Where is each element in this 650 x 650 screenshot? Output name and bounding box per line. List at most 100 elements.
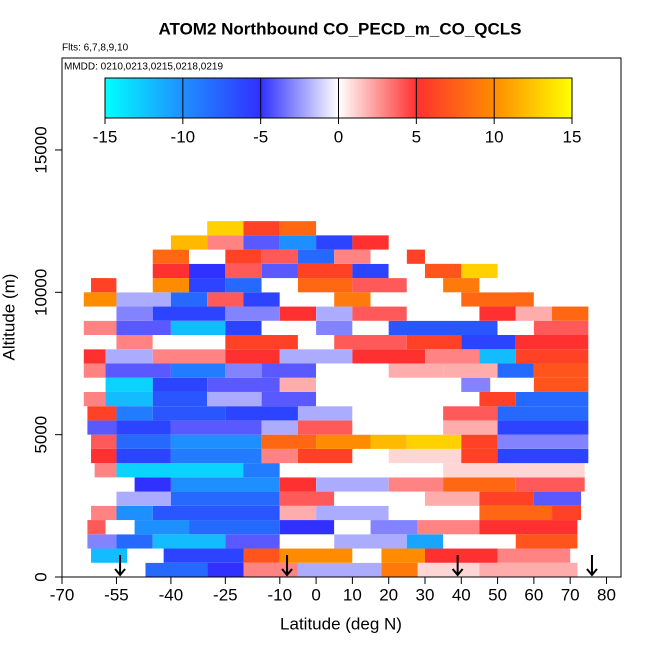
curtain-cell xyxy=(152,377,208,392)
curtain-cell xyxy=(170,420,262,435)
curtain-cell xyxy=(497,320,534,336)
curtain-cell xyxy=(279,477,317,492)
curtain-cell xyxy=(243,463,280,478)
curtain-cell xyxy=(243,235,280,250)
curtain-cell xyxy=(479,391,516,407)
curtain-cell xyxy=(116,406,153,421)
y-tick-label: 0 xyxy=(31,572,50,581)
curtain-cell xyxy=(207,221,244,236)
curtain-cell xyxy=(370,292,462,307)
curtain-cell xyxy=(170,363,226,378)
curtain-cell xyxy=(352,548,382,563)
curtain-cell xyxy=(297,420,353,435)
curtain-cell xyxy=(316,377,462,392)
curtain-cell xyxy=(279,221,317,236)
curtain-cell xyxy=(261,278,298,293)
x-tick-label: 30 xyxy=(416,585,435,604)
curtain-cell xyxy=(406,249,425,264)
curtain-cell xyxy=(497,420,589,435)
curtain-cell xyxy=(87,420,117,435)
curtain-cell xyxy=(497,363,534,378)
curtain-cell xyxy=(316,477,389,492)
curtain-cell xyxy=(225,349,280,364)
curtain-cell xyxy=(243,221,280,236)
curtain-cell xyxy=(189,520,280,535)
x-tick-label: -10 xyxy=(268,585,293,604)
curtain-cell xyxy=(316,363,389,378)
curtain-cell xyxy=(105,263,153,279)
curtain-cell xyxy=(170,292,208,307)
curtain-cell xyxy=(297,335,335,350)
curtain-cell xyxy=(279,292,335,307)
curtain-cell xyxy=(406,306,480,321)
x-tick-label: -70 xyxy=(50,585,75,604)
curtain-cell xyxy=(352,235,389,250)
colorbar-tick-label: 5 xyxy=(412,127,421,146)
curtain-cell xyxy=(225,263,262,279)
curtain-cell xyxy=(381,548,425,563)
curtain-cell xyxy=(533,292,553,307)
curtain-cell xyxy=(479,520,578,535)
curtain-cell xyxy=(461,335,516,350)
curtain-cell xyxy=(406,534,444,549)
curtain-cell xyxy=(243,562,298,577)
curtain-cell xyxy=(91,448,117,464)
curtain-cell xyxy=(261,363,317,378)
x-tick-label: 20 xyxy=(379,585,398,604)
curtain-cell xyxy=(461,263,498,279)
curtain-cell xyxy=(83,335,117,350)
curtain-cell xyxy=(443,406,498,421)
curtain-cell xyxy=(189,278,226,293)
curtain-cell xyxy=(207,292,244,307)
x-tick-label: 0 xyxy=(311,585,320,604)
curtain-cell xyxy=(443,477,516,492)
curtain-cell xyxy=(189,263,226,279)
x-tick-label: 80 xyxy=(597,585,616,604)
curtain-cell xyxy=(225,335,298,350)
curtain-cell xyxy=(105,391,153,407)
curtain-cell xyxy=(479,278,516,293)
colorbar-tick-label: -5 xyxy=(253,127,268,146)
curtain-cell xyxy=(533,377,589,392)
curtain-cell xyxy=(261,448,298,464)
curtain-cell xyxy=(417,520,480,535)
curtain-cell xyxy=(533,491,582,506)
curtain-cell xyxy=(207,377,280,392)
curtain-cell xyxy=(170,448,262,464)
curtain-cell xyxy=(552,505,582,521)
curtain-cell xyxy=(388,477,444,492)
curtain-cell xyxy=(552,306,589,321)
curtain-cell xyxy=(116,448,171,464)
curtain-cell xyxy=(207,391,262,407)
curtain-cell xyxy=(297,448,353,464)
curtain-cell xyxy=(279,505,317,521)
curtain-cell xyxy=(370,249,407,264)
colorbar-tick-label: 10 xyxy=(485,127,504,146)
curtain-cell xyxy=(370,463,444,478)
y-tick-label: 5000 xyxy=(31,416,50,454)
plot-frame xyxy=(61,57,622,578)
colorbar-tick-label: -10 xyxy=(171,127,196,146)
curtain-cell xyxy=(243,548,280,563)
curtain-cell xyxy=(91,548,128,563)
curtain-cell xyxy=(152,263,190,279)
y-tick-label: 15000 xyxy=(31,126,50,173)
curtain-cell xyxy=(461,448,498,464)
curtain-cell xyxy=(94,491,117,506)
x-tick-label: -40 xyxy=(159,585,184,604)
curtain-cell xyxy=(352,263,389,279)
curtain-cell xyxy=(170,434,262,449)
curtain-cell xyxy=(388,363,444,378)
y-axis-label: Altitude (m) xyxy=(0,274,18,361)
colorbar-tick-label: 0 xyxy=(334,127,343,146)
curtain-cell xyxy=(152,391,208,407)
curtain-cell xyxy=(533,320,589,336)
curtain-cell xyxy=(479,349,516,364)
curtain-cell xyxy=(91,278,117,293)
curtain-cell xyxy=(316,391,480,407)
curtain-cell xyxy=(388,448,462,464)
curtain-cell xyxy=(152,278,190,293)
curtain-cell xyxy=(279,377,317,392)
flight-arrow xyxy=(114,555,126,577)
